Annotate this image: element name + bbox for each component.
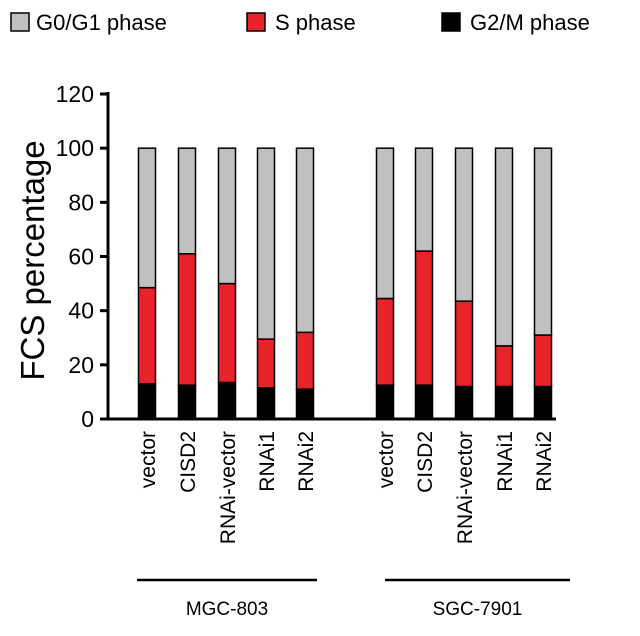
category-label: vector [137, 431, 160, 488]
legend-swatch [441, 12, 461, 32]
category-label: vector [375, 431, 398, 488]
legend-label: G0/G1 phase [36, 10, 167, 35]
category-label: RNAi1 [494, 431, 517, 492]
bar-segment-s-phase [414, 250, 434, 386]
bar-segment-s-phase [454, 300, 474, 388]
group-label: SGC-7901 [433, 599, 523, 620]
bar-segment-s-phase [256, 338, 276, 389]
bar-segment-s-phase [494, 345, 514, 388]
bar-segment-g2-m-phase [454, 385, 474, 420]
bar-segment-g2-m-phase [494, 385, 514, 420]
legend-label: G2/M phase [470, 10, 590, 35]
y-tick-label: 40 [68, 298, 94, 324]
bar-segment-g0-g1-phase [414, 147, 434, 252]
bar-segment-g0-g1-phase [256, 147, 276, 340]
bar-segment-g2-m-phase [295, 388, 315, 420]
bar-segment-g2-m-phase [177, 384, 197, 420]
y-tick-label: 20 [68, 352, 94, 378]
y-axis-label: FCS percentage [14, 140, 51, 380]
bar-segment-g2-m-phase [414, 384, 434, 420]
bar-segment-g0-g1-phase [533, 147, 553, 336]
category-label: RNAi2 [295, 431, 318, 492]
bar-segment-g0-g1-phase [494, 147, 514, 347]
y-tick-label: 60 [68, 244, 94, 270]
bar-segment-g2-m-phase [217, 381, 237, 420]
category-label: RNAi-vector [217, 431, 240, 544]
bar-segment-g0-g1-phase [375, 147, 395, 300]
bar-segment-s-phase [177, 253, 197, 386]
category-label: CISD2 [414, 431, 437, 493]
bar-segment-g2-m-phase [137, 383, 157, 420]
y-tick-label: 100 [56, 135, 94, 161]
bar-segment-g2-m-phase [375, 384, 395, 420]
legend-swatch [10, 12, 30, 32]
bar-segment-s-phase [533, 334, 553, 388]
category-label: RNAi-vector [454, 431, 477, 544]
bar-segment-s-phase [375, 297, 395, 386]
bar-segment-g2-m-phase [256, 387, 276, 420]
y-tick-label: 80 [68, 189, 94, 215]
bar-segment-g0-g1-phase [217, 147, 237, 285]
bar-segment-s-phase [137, 286, 157, 385]
bar-segment-s-phase [217, 282, 237, 384]
legend-swatch [246, 12, 266, 32]
group-label: MGC-803 [186, 599, 268, 620]
category-label: CISD2 [177, 431, 200, 493]
bar-segment-g0-g1-phase [454, 147, 474, 302]
bar-segment-g0-g1-phase [177, 147, 197, 255]
bar-segment-g2-m-phase [533, 385, 553, 420]
bar-segment-g0-g1-phase [137, 147, 157, 289]
legend-label: S phase [275, 10, 356, 35]
category-label: RNAi2 [533, 431, 556, 492]
bar-segment-s-phase [295, 331, 315, 390]
bar-segment-g0-g1-phase [295, 147, 315, 334]
y-tick-label: 120 [56, 81, 94, 107]
y-tick-label: 0 [81, 406, 94, 432]
category-label: RNAi1 [256, 431, 279, 492]
